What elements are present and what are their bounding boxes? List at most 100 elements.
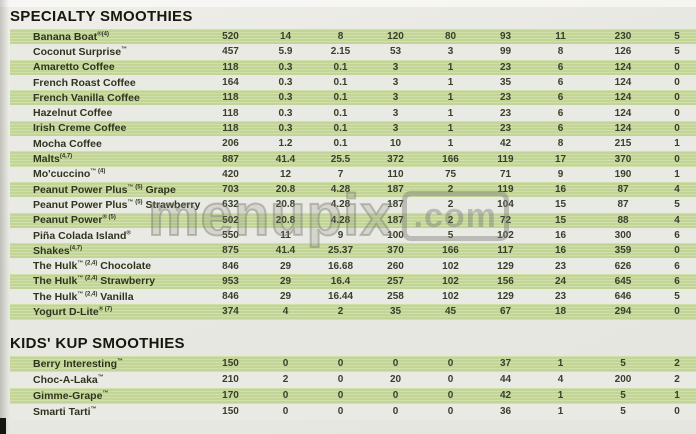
nutrition-value: 5 bbox=[620, 406, 626, 418]
nutrition-value: 87 bbox=[617, 184, 629, 196]
item-trademark-note: ™ bbox=[117, 358, 124, 365]
table-row: Amaretto Coffee 118 0.3 0.1 3 1 23 6 124 0 bbox=[10, 59, 696, 75]
table-row: Malts(4,7) 887 41.4 25.5 372 166 119 17 370 0 bbox=[10, 151, 696, 167]
nutrition-value: 20 bbox=[389, 374, 402, 386]
nutrition-value: 8 bbox=[337, 31, 344, 43]
item-name-text: Amaretto Coffee bbox=[33, 61, 115, 74]
item-trademark-note: ™ (2,4) bbox=[77, 275, 98, 282]
nutrition-value: 0.1 bbox=[333, 122, 348, 134]
nutrition-value: 7 bbox=[337, 168, 344, 180]
item-name: Hazelnut Coffee bbox=[10, 107, 203, 119]
nutrition-value: 374 bbox=[222, 306, 239, 318]
nutrition-value: 0 bbox=[674, 153, 680, 165]
nutrition-value: 23 bbox=[499, 122, 512, 134]
nutrition-value: 16.4 bbox=[330, 275, 351, 287]
nutrition-value: 8 bbox=[557, 138, 564, 150]
nutrition-value: 166 bbox=[442, 153, 459, 165]
nutrition-value: 35 bbox=[499, 77, 512, 89]
nutrition-value: 11 bbox=[280, 230, 291, 241]
item-flavor-text: Strawberry bbox=[97, 275, 156, 288]
nutrition-value: 0.1 bbox=[333, 92, 348, 104]
item-trademark-note: ™ (4) bbox=[90, 168, 106, 175]
nutrition-value: 5 bbox=[447, 230, 454, 241]
nutrition-value: 102 bbox=[442, 260, 459, 272]
nutrition-value: 6 bbox=[557, 92, 564, 104]
item-name-text: Mocha Coffee bbox=[33, 137, 102, 150]
item-trademark-note: ® (5) bbox=[102, 214, 116, 221]
item-name: Irish Creme Coffee bbox=[10, 122, 203, 134]
item-trademark-note: ™ (5) bbox=[127, 199, 143, 206]
nutrition-value: 2 bbox=[447, 214, 454, 226]
nutrition-value: 0 bbox=[447, 358, 454, 370]
nutrition-value: 1 bbox=[447, 122, 454, 134]
nutrition-value: 846 bbox=[222, 260, 239, 272]
nutrition-value: 2 bbox=[674, 374, 680, 386]
nutrition-value: 887 bbox=[222, 153, 239, 165]
table-row: Berry Interesting™ 150 0 0 0 0 37 1 5 2 bbox=[10, 355, 696, 372]
item-trademark-note: ™ bbox=[121, 46, 128, 53]
nutrition-value: 257 bbox=[387, 275, 404, 287]
page-content: SPECIALTY SMOOTHIES Banana Boat®(4) 520 14… bbox=[0, 7, 696, 420]
item-name-text: Irish Creme Coffee bbox=[33, 122, 127, 135]
nutrition-value: 6 bbox=[674, 275, 680, 287]
nutrition-value: 420 bbox=[222, 168, 239, 180]
nutrition-value: 0 bbox=[282, 390, 289, 402]
nutrition-value: 6 bbox=[557, 61, 564, 73]
nutrition-value: 3 bbox=[392, 61, 399, 73]
nutrition-table: Berry Interesting™ 150 0 0 0 0 37 1 5 2 Choc-A-Lak… bbox=[10, 355, 696, 420]
item-name-text: French Roast Coffee bbox=[33, 76, 136, 89]
nutrition-value: 0 bbox=[674, 77, 680, 89]
item-name: Peanut Power Plus™ (5) Strawberry bbox=[10, 199, 203, 211]
nutrition-value: 117 bbox=[497, 245, 514, 257]
nutrition-value: 20.8 bbox=[275, 199, 296, 211]
nutrition-value: 23 bbox=[499, 61, 512, 73]
nutrition-value: 42 bbox=[499, 390, 512, 402]
item-name: Coconut Surprise™ bbox=[10, 46, 203, 58]
nutrition-value: 4 bbox=[674, 214, 680, 226]
nutrition-value: 6 bbox=[674, 260, 680, 272]
nutrition-value: 200 bbox=[614, 374, 632, 386]
nutrition-value: 294 bbox=[614, 306, 632, 318]
nutrition-value: 16 bbox=[554, 184, 567, 196]
table-row: French Vanilla Coffee 118 0.3 0.1 3 1 23 6 124 0 bbox=[10, 90, 696, 106]
item-name: French Vanilla Coffee bbox=[10, 92, 203, 104]
scan-left-edge bbox=[0, 0, 9, 434]
nutrition-value: 24 bbox=[554, 275, 567, 287]
nutrition-value: 215 bbox=[614, 138, 632, 150]
item-trademark-note: ™ (2,4) bbox=[77, 291, 98, 298]
nutrition-value: 0 bbox=[337, 390, 344, 402]
nutrition-value: 187 bbox=[387, 199, 404, 211]
item-name-text: French Vanilla Coffee bbox=[33, 91, 140, 104]
nutrition-value: 646 bbox=[614, 291, 632, 303]
nutrition-value: 0 bbox=[392, 358, 399, 370]
nutrition-value: 3 bbox=[447, 46, 454, 58]
nutrition-value: 72 bbox=[499, 214, 512, 226]
table-row: The Hulk™ (2,4) Vanilla 846 29 16.44 258 102 1… bbox=[10, 289, 696, 305]
nutrition-value: 87 bbox=[617, 199, 629, 211]
nutrition-value: 118 bbox=[222, 92, 239, 104]
table-row: Shakes(4,7) 875 41.4 25.37 370 166 117 16 359 0 bbox=[10, 243, 696, 259]
table-row: The Hulk™ (2,4) Strawberry 953 29 16.4 257 10… bbox=[10, 273, 696, 290]
item-trademark-note: ™ (2,4) bbox=[77, 260, 98, 267]
item-name: Gimme-Grape™ bbox=[10, 390, 203, 402]
specialty-smoothies-section: SPECIALTY SMOOTHIES Banana Boat®(4) 520 14… bbox=[0, 7, 696, 320]
nutrition-table: Banana Boat®(4) 520 14 8 120 80 93 11 230 5 Coconu… bbox=[10, 29, 696, 320]
nutrition-value: 0.3 bbox=[278, 61, 293, 73]
nutrition-value: 5 bbox=[620, 390, 626, 402]
nutrition-value: 0.3 bbox=[278, 92, 293, 104]
nutrition-value: 1 bbox=[557, 390, 564, 402]
nutrition-value: 3 bbox=[392, 92, 399, 104]
nutrition-value: 520 bbox=[222, 31, 239, 43]
nutrition-value: 0.1 bbox=[333, 61, 348, 73]
nutrition-value: 3 bbox=[392, 122, 399, 134]
nutrition-value: 1 bbox=[674, 390, 680, 402]
nutrition-value: 5 bbox=[674, 291, 680, 303]
nutrition-value: 118 bbox=[222, 61, 239, 73]
nutrition-value: 14 bbox=[279, 31, 292, 43]
nutrition-value: 124 bbox=[614, 107, 632, 119]
item-name: Mocha Coffee bbox=[10, 138, 203, 150]
nutrition-value: 1 bbox=[447, 61, 454, 73]
nutrition-value: 20.8 bbox=[275, 214, 296, 226]
table-row: Hazelnut Coffee 118 0.3 0.1 3 1 23 6 124 0 bbox=[10, 105, 696, 121]
